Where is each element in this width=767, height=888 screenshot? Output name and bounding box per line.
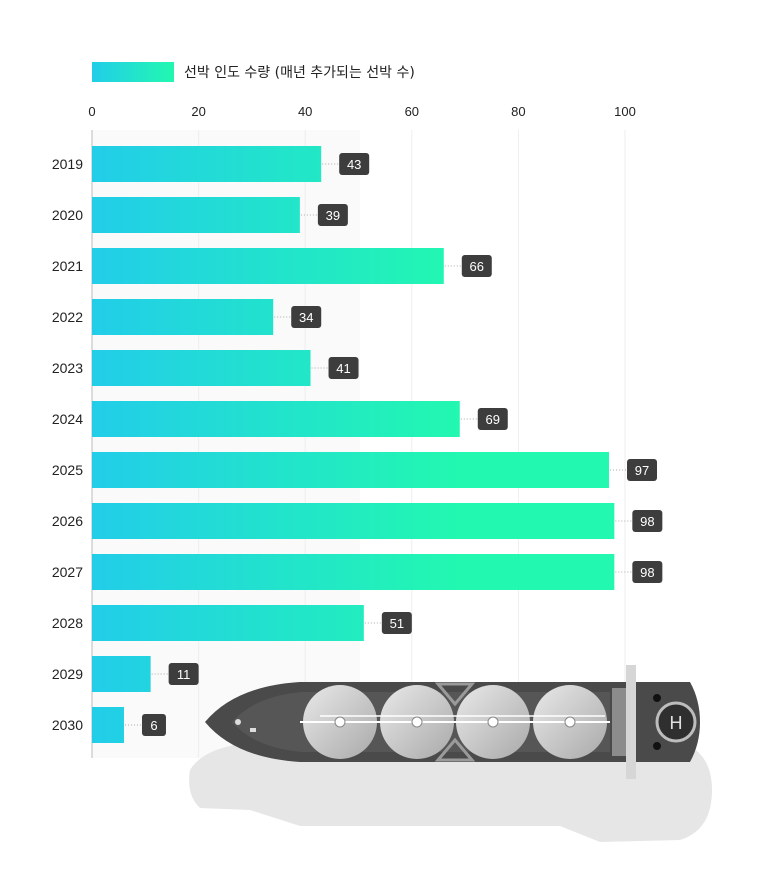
bar-group: 2030 6 — [52, 707, 166, 743]
category-label: 2024 — [52, 411, 83, 427]
value-label-box — [291, 306, 322, 328]
bar-group: 2023 41 — [52, 350, 359, 386]
value-label-box — [328, 357, 359, 379]
ship-illustration: H — [189, 665, 713, 842]
value-label: 69 — [486, 412, 500, 427]
bar — [92, 656, 151, 692]
helipad-letter: H — [670, 713, 683, 733]
bar-group: 2021 66 — [52, 248, 492, 284]
value-label: 97 — [635, 463, 649, 478]
bar — [92, 707, 124, 743]
value-label-box — [141, 714, 166, 736]
bar-group: 2025 97 — [52, 452, 658, 488]
bow-fitting — [250, 728, 256, 732]
bar-group: 2024 69 — [52, 401, 508, 437]
value-label: 39 — [326, 208, 340, 223]
value-label-box — [632, 510, 663, 532]
bar — [92, 197, 300, 233]
x-tick-label: 80 — [511, 104, 525, 119]
bar — [92, 554, 615, 590]
legend-swatch — [92, 62, 174, 82]
category-label: 2023 — [52, 360, 83, 376]
tank-valve — [564, 716, 576, 728]
category-label: 2019 — [52, 156, 83, 172]
value-label-box — [317, 204, 348, 226]
ship-bridge-deck — [612, 688, 626, 756]
x-axis-ticks: 0 20 40 60 80 100 — [88, 104, 635, 119]
ship-fitting — [653, 742, 661, 750]
category-label: 2028 — [52, 615, 83, 631]
bar-group: 2029 11 — [52, 656, 199, 692]
tank-valve — [411, 716, 423, 728]
tank-valve — [334, 716, 346, 728]
bar — [92, 146, 322, 182]
value-label-box — [627, 459, 658, 481]
value-label: 51 — [390, 616, 404, 631]
x-tick-label: 20 — [191, 104, 205, 119]
category-label: 2026 — [52, 513, 83, 529]
value-label: 43 — [347, 157, 361, 172]
bar — [92, 452, 610, 488]
value-label: 6 — [150, 718, 157, 733]
bar-group: 2028 51 — [52, 605, 412, 641]
bar — [92, 605, 364, 641]
ship-bridge — [626, 665, 636, 779]
x-tick-label: 0 — [88, 104, 95, 119]
plot-background — [92, 130, 360, 758]
bar-group: 2027 98 — [52, 554, 663, 590]
ship-fitting — [653, 694, 661, 702]
value-label: 66 — [470, 259, 484, 274]
legend-label: 선박 인도 수량 (매년 추가되는 선박 수) — [184, 65, 415, 81]
value-label-box — [381, 612, 412, 634]
ship-shadow — [189, 742, 713, 842]
value-label: 11 — [177, 667, 191, 682]
x-tick-label: 40 — [298, 104, 312, 119]
category-label: 2030 — [52, 717, 83, 733]
category-label: 2029 — [52, 666, 83, 682]
value-label: 98 — [640, 514, 654, 529]
value-label-box — [461, 255, 492, 277]
bar-group: 2020 39 — [52, 197, 348, 233]
category-label: 2025 — [52, 462, 83, 478]
bar — [92, 248, 444, 284]
value-label: 34 — [299, 310, 313, 325]
value-label-box — [477, 408, 508, 430]
category-label: 2021 — [52, 258, 83, 274]
bar-group: 2019 43 — [52, 146, 370, 182]
x-tick-label: 100 — [614, 104, 636, 119]
bar-group: 2026 98 — [52, 503, 663, 539]
category-label: 2020 — [52, 207, 83, 223]
tank-valve — [487, 716, 499, 728]
category-label: 2022 — [52, 309, 83, 325]
bar — [92, 503, 615, 539]
bar — [92, 350, 311, 386]
bar — [92, 299, 274, 335]
bar — [92, 401, 460, 437]
value-label-box — [168, 663, 199, 685]
value-label-box — [339, 153, 370, 175]
grid-lines — [198, 130, 626, 758]
value-label-box — [632, 561, 663, 583]
bar-group: 2022 34 — [52, 299, 322, 335]
tank-frame — [434, 682, 476, 707]
x-tick-label: 60 — [405, 104, 419, 119]
bars: 2019 43 2020 39 2021 66 2022 34 2023 41 2024 69 2025… — [52, 146, 663, 743]
bow-fitting — [235, 719, 241, 725]
tank-frame — [434, 737, 476, 762]
category-label: 2027 — [52, 564, 83, 580]
helipad-icon — [655, 701, 697, 743]
value-label: 98 — [640, 565, 654, 580]
value-label: 41 — [336, 361, 350, 376]
